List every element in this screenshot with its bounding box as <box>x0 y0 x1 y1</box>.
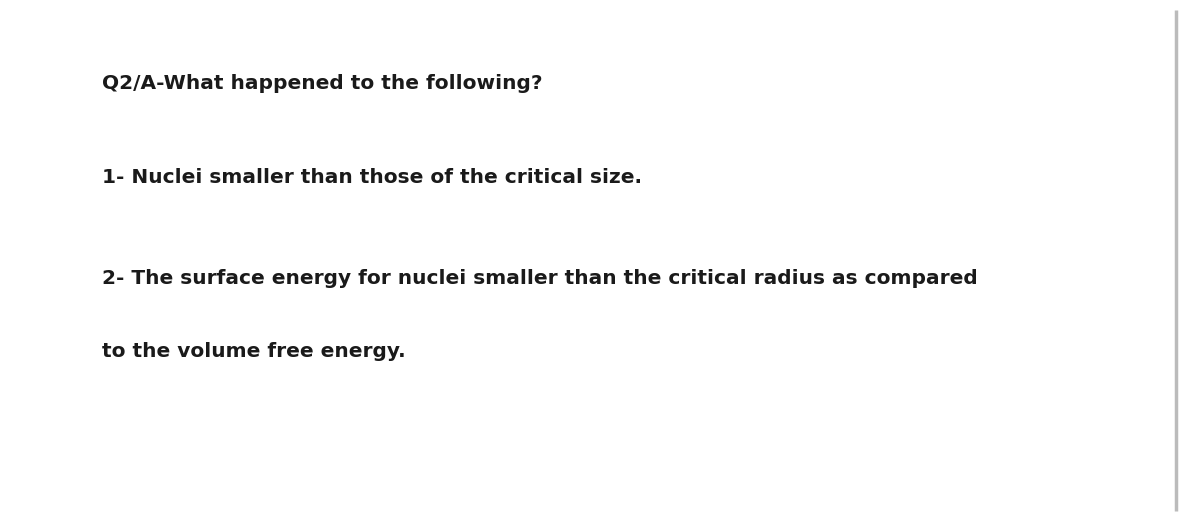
Text: Q2/A-What happened to the following?: Q2/A-What happened to the following? <box>102 74 542 93</box>
Text: 2- The surface energy for nuclei smaller than the critical radius as compared: 2- The surface energy for nuclei smaller… <box>102 269 978 288</box>
Text: 1- Nuclei smaller than those of the critical size.: 1- Nuclei smaller than those of the crit… <box>102 168 642 187</box>
Text: to the volume free energy.: to the volume free energy. <box>102 342 406 361</box>
